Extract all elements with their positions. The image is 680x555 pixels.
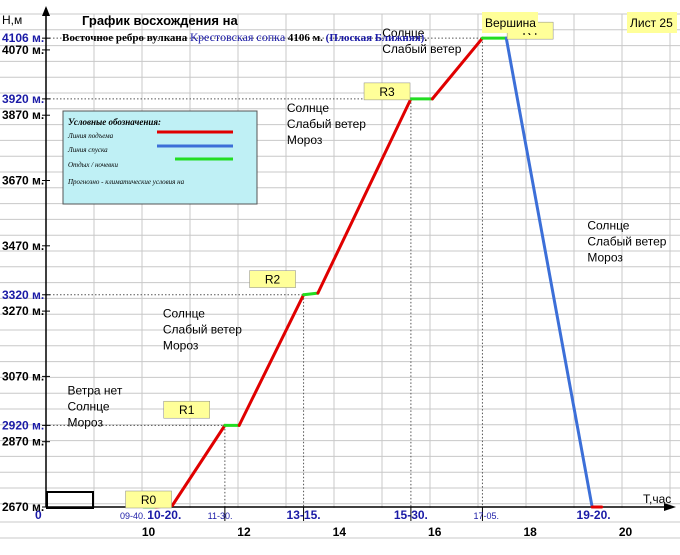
time-label: 15-30.	[394, 508, 428, 522]
weather-note-line: Мороз	[163, 339, 199, 353]
legend-title: Условные обозначения:	[68, 117, 161, 127]
legend-rest-label: Отдых / ночевки	[68, 161, 118, 169]
time-label: 10-20.	[147, 508, 181, 522]
ascent-segment	[430, 36, 484, 101]
x-origin-label: 0	[35, 508, 42, 522]
stage-label: R1	[179, 403, 195, 417]
stage-label-box	[125, 490, 172, 509]
time-label: 13-15.	[287, 508, 321, 522]
subtitle-volcano-name: Крестовская сопка	[190, 30, 286, 44]
weather-note-line: Слабый ветер	[382, 42, 461, 56]
ascent-segment	[316, 97, 413, 295]
page-title: График восхождения на	[82, 13, 238, 28]
weather-note-line: Мороз	[587, 250, 623, 264]
x-tick-label: 18	[523, 525, 537, 539]
weather-notes: Ветра нет Солнце Мороз Солнце Слабый ветер Мо…	[67, 26, 666, 430]
y-tick-label: 4106 м.	[2, 31, 44, 45]
weather-note-line: Солнце	[587, 218, 629, 232]
weather-note-line: Мороз	[67, 415, 103, 429]
selected-cell	[46, 491, 94, 509]
ascent-segment	[237, 293, 306, 427]
weather-note-line: Слабый ветер	[287, 117, 366, 131]
guide-lines	[46, 37, 483, 521]
y-tick-label: 2670 м.	[2, 500, 44, 514]
stage-label-box	[249, 270, 296, 288]
stage-labels: R0R1R2R3R4	[46, 21, 554, 509]
y-tick-label: 3070 м.	[2, 369, 44, 383]
stage-label-box	[363, 82, 411, 101]
sheet-label-box	[627, 12, 677, 33]
weather-note-line: Ветра нет	[67, 383, 122, 397]
x-tick-label: 14	[333, 525, 347, 539]
subtitle-end: .	[424, 32, 427, 44]
x-axis-title: Т,час	[643, 492, 671, 506]
y-axis-labels: 4106 м.4070 м. 3920 м. 3870 м. 3670 м. 3470 …	[2, 31, 50, 514]
stage-label-box	[163, 400, 210, 419]
legend-forecast-label: Прогнозно - климатические условия на	[67, 178, 185, 186]
x-axis-arrow	[664, 503, 676, 511]
legend-descent-label: Линия спуска	[67, 146, 108, 154]
axes	[42, 6, 676, 511]
summit-label: Вершина	[485, 16, 536, 30]
y-tick-label: 3670 м.	[2, 174, 44, 188]
y-tick-label: 2870 м.	[2, 435, 44, 449]
weather-note-line: Слабый ветер	[163, 323, 242, 337]
grid	[0, 13, 680, 539]
stage-label: R0	[141, 493, 157, 507]
weather-note-line: Солнце	[382, 26, 424, 40]
page-subtitle: Восточное ребро вулкана Крестовская сопк…	[62, 30, 427, 44]
legend-ascent-label: Линия подъема	[67, 132, 114, 140]
rest-segment	[302, 291, 320, 297]
summit-label-box	[482, 12, 538, 33]
legend: Условные обозначения: Линия подъема Лини…	[62, 110, 258, 205]
weather-note-line: Солнце	[67, 399, 109, 413]
weather-note-line: Солнце	[287, 101, 329, 115]
x-tick-label: 16	[428, 525, 442, 539]
subtitle-prefix: Восточное ребро вулкана	[62, 32, 190, 44]
y-tick-label: 3320 м.	[2, 288, 44, 302]
y-tick-label: 4070 м.	[2, 43, 44, 57]
subtitle-height: 4106 м.	[285, 32, 326, 44]
x-axis-labels: 10 12 14 16 18 20 09-40. 10-20. 11-30. 13-15. 15-3…	[120, 508, 632, 539]
stage-label: R3	[379, 85, 395, 99]
stage-label: R2	[265, 273, 281, 287]
weather-note-line: Мороз	[287, 133, 323, 147]
time-label: 17-05.	[473, 511, 499, 521]
y-tick-label: 3270 м.	[2, 304, 44, 318]
time-label: 09-40.	[120, 511, 146, 521]
y-tick-label: 3870 м.	[2, 108, 44, 122]
y-tick-label: 3470 м.	[2, 239, 44, 253]
weather-note-line: Солнце	[163, 307, 205, 321]
x-tick-label: 10	[142, 525, 156, 539]
y-axis-title: Н,м	[2, 13, 22, 27]
subtitle-alt-name: (Плоская Ближняя)	[326, 32, 425, 44]
x-tick-label: 12	[237, 525, 251, 539]
time-label: 19-20.	[577, 508, 611, 522]
time-label: 11-30.	[208, 511, 233, 521]
y-tick-label: 2920 м.	[2, 418, 44, 432]
descent-segment	[504, 36, 594, 509]
y-tick-label: 3920 м.	[2, 92, 44, 106]
sheet-label: Лист 25	[630, 16, 673, 30]
x-tick-label: 20	[619, 525, 633, 539]
y-axis-arrow	[42, 6, 50, 16]
ascent-segment	[170, 423, 227, 507]
weather-note-line: Слабый ветер	[587, 234, 666, 248]
